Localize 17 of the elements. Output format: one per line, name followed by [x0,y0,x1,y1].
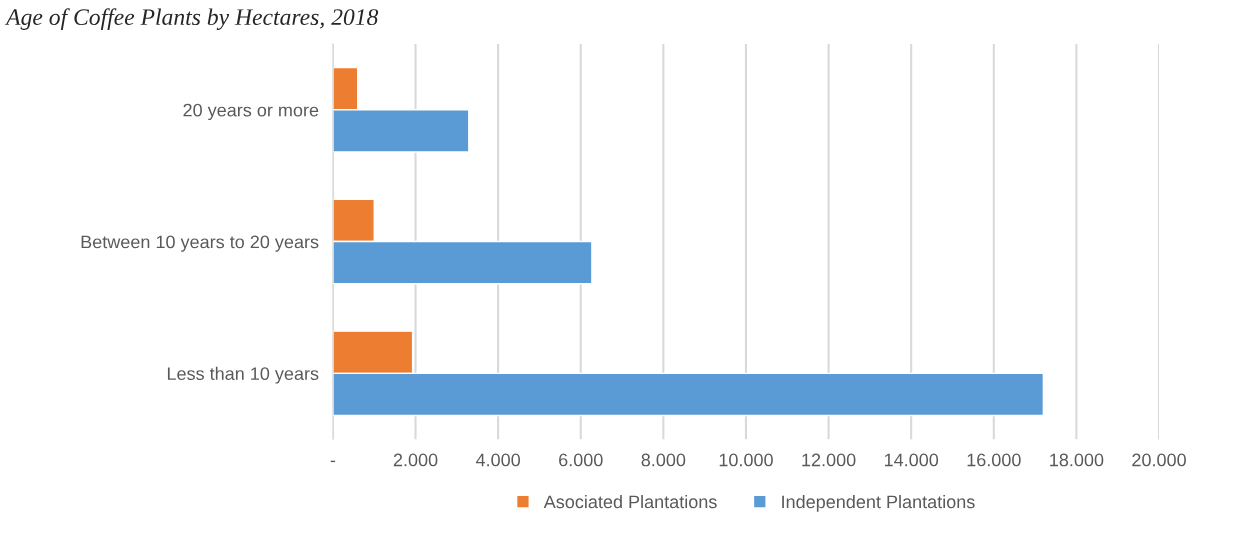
x-tick-label: - [330,460,336,463]
y-tick-label: 20 years or more [183,103,319,121]
y-tick-label: Less than 10 years [167,366,319,384]
y-tick-label: Between 10 years to 20 years [81,235,319,252]
legend-label: Independent Plantations [782,494,975,512]
x-tick-label: 2.000 [393,453,438,467]
x-tick-label: 16.000 [967,453,1021,467]
x-tick-label: 8.000 [641,453,686,467]
x-tick-label: 4.000 [475,453,521,467]
x-tick-label: 10.000 [719,453,773,467]
x-tick-label: 18.000 [1050,453,1104,467]
x-tick-label: 14.000 [884,453,939,467]
legend-label: Asociated Plantations [543,494,717,509]
chart-title: Age of Coffee Plants by Hectares, 2018 [4,8,379,30]
x-tick-label: 20.000 [1132,453,1186,467]
x-tick-label: 12.000 [802,453,856,467]
x-tick-label: 6.000 [559,453,603,467]
